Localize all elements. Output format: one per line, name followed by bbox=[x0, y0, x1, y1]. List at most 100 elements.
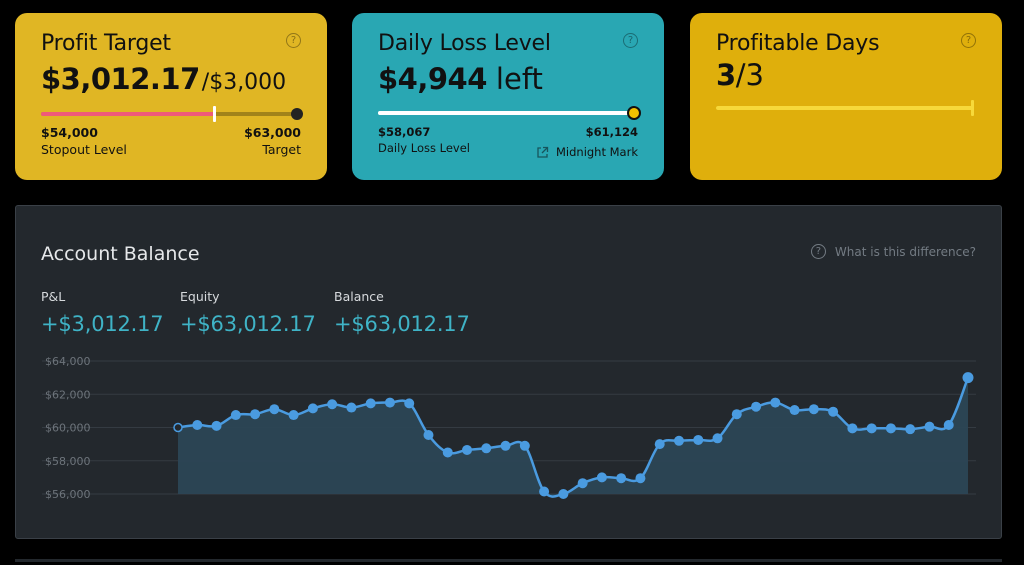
external-link-icon bbox=[537, 146, 549, 158]
data-point bbox=[384, 397, 395, 408]
help-icon[interactable]: ? bbox=[961, 33, 976, 48]
account-balance-chart: $56,000 $58,000 $60,000 $62,000 $64,000 bbox=[42, 355, 976, 501]
metric-value: +$3,012.17 bbox=[41, 312, 164, 336]
data-point bbox=[404, 398, 415, 409]
midnight-mark-label: Midnight Mark bbox=[555, 145, 638, 159]
data-point bbox=[288, 410, 299, 421]
metric-value: +$63,012.17 bbox=[334, 312, 470, 336]
help-icon[interactable]: ? bbox=[623, 33, 638, 48]
data-point bbox=[173, 422, 183, 433]
data-point bbox=[365, 398, 376, 409]
data-point bbox=[654, 439, 665, 450]
daily-loss-card: Daily Loss Level ? $4,944 left $58,067 D… bbox=[352, 13, 664, 180]
data-point bbox=[500, 440, 511, 451]
metric-equity: Equity +$63,012.17 bbox=[180, 289, 316, 336]
metric-value: +$63,012.17 bbox=[180, 312, 316, 336]
data-point bbox=[192, 420, 203, 431]
data-point bbox=[250, 409, 261, 420]
data-point bbox=[462, 444, 473, 455]
data-point bbox=[346, 402, 357, 413]
data-point bbox=[635, 473, 646, 484]
data-point bbox=[673, 435, 684, 446]
profit-progress-fill bbox=[41, 112, 214, 116]
data-point bbox=[789, 405, 800, 416]
profit-target-card: Profit Target ? $3,012.17 /$3,000 $54,00… bbox=[15, 13, 327, 180]
next-panel-edge bbox=[15, 559, 1002, 562]
daily-loss-fill bbox=[378, 111, 636, 115]
profit-amount: $3,012.17 bbox=[41, 62, 200, 96]
profitable-days-track bbox=[716, 100, 974, 116]
daily-loss-track bbox=[378, 106, 641, 120]
data-point bbox=[539, 486, 550, 497]
profitable-days-end-marker bbox=[971, 100, 974, 116]
data-point bbox=[712, 433, 723, 444]
profit-target-title: Profit Target bbox=[41, 31, 171, 56]
difference-help-text: What is this difference? bbox=[834, 244, 976, 259]
data-point bbox=[731, 409, 742, 420]
data-point bbox=[866, 423, 877, 434]
data-point bbox=[693, 434, 704, 445]
data-point bbox=[596, 472, 607, 483]
data-point bbox=[481, 443, 492, 454]
data-point bbox=[211, 420, 222, 431]
data-point bbox=[423, 429, 434, 440]
profit-target-value: /$3,000 bbox=[201, 70, 287, 95]
data-point bbox=[962, 372, 974, 384]
daily-loss-dot bbox=[627, 106, 641, 120]
help-icon: ? bbox=[810, 244, 826, 259]
metric-balance: Balance +$63,012.17 bbox=[334, 289, 470, 336]
profitable-days-card: Profitable Days ? 3 /3 bbox=[690, 13, 1002, 180]
data-point bbox=[770, 397, 781, 408]
daily-loss-level-label: Daily Loss Level bbox=[378, 141, 470, 155]
daily-loss-range-labels: $58,067 Daily Loss Level $61,124 Midnigh… bbox=[378, 125, 638, 159]
balance-metrics: P&L +$3,012.17 Equity +$63,012.17 Balanc… bbox=[41, 289, 490, 336]
metric-label: P&L bbox=[41, 289, 66, 304]
balance-area bbox=[178, 377, 968, 497]
difference-help-link[interactable]: ? What is this difference? bbox=[810, 244, 976, 259]
profitable-days-total: /3 bbox=[735, 58, 764, 92]
profit-range-labels: $54,000 Stopout Level $63,000 Target bbox=[41, 125, 301, 157]
target-label: Target bbox=[262, 142, 301, 157]
data-point bbox=[943, 420, 954, 431]
daily-loss-suffix: left bbox=[495, 62, 543, 96]
profitable-days-count: 3 bbox=[716, 58, 736, 92]
data-point bbox=[616, 473, 627, 484]
y-tick-label: $62,000 bbox=[45, 388, 91, 401]
data-point bbox=[885, 423, 896, 434]
profit-progress-marker bbox=[212, 106, 216, 122]
data-point bbox=[230, 410, 241, 421]
y-tick-label: $56,000 bbox=[45, 488, 91, 501]
data-point bbox=[847, 423, 858, 434]
y-tick-label: $58,000 bbox=[45, 455, 91, 468]
daily-loss-title: Daily Loss Level bbox=[378, 31, 551, 56]
metric-label: Equity bbox=[180, 289, 220, 304]
data-point bbox=[327, 399, 338, 410]
data-point bbox=[269, 404, 280, 415]
daily-loss-level-value: $58,067 bbox=[378, 125, 431, 139]
account-balance-panel: Account Balance ? What is this differenc… bbox=[15, 205, 1002, 539]
metric-label: Balance bbox=[334, 289, 384, 304]
stopout-label: Stopout Level bbox=[41, 142, 127, 157]
data-point bbox=[558, 489, 569, 499]
profit-target-dot bbox=[291, 108, 303, 120]
data-point bbox=[905, 424, 916, 435]
data-point bbox=[307, 403, 318, 414]
data-point bbox=[828, 406, 839, 417]
profit-progress-track bbox=[41, 106, 303, 122]
help-icon[interactable]: ? bbox=[286, 33, 301, 48]
midnight-mark-link[interactable]: Midnight Mark bbox=[536, 145, 638, 159]
data-point bbox=[924, 421, 935, 432]
data-point bbox=[442, 447, 453, 458]
midnight-mark-value: $61,124 bbox=[585, 125, 638, 139]
y-tick-label: $64,000 bbox=[45, 355, 91, 368]
data-point bbox=[751, 401, 762, 412]
data-point bbox=[519, 440, 530, 451]
data-point bbox=[808, 404, 819, 415]
profitable-days-title: Profitable Days bbox=[716, 31, 880, 56]
target-value: $63,000 bbox=[244, 125, 301, 140]
stopout-value: $54,000 bbox=[41, 125, 98, 140]
profitable-days-fill bbox=[716, 106, 974, 110]
data-point bbox=[577, 478, 588, 489]
account-balance-title: Account Balance bbox=[41, 243, 200, 265]
daily-loss-amount: $4,944 bbox=[378, 62, 487, 96]
